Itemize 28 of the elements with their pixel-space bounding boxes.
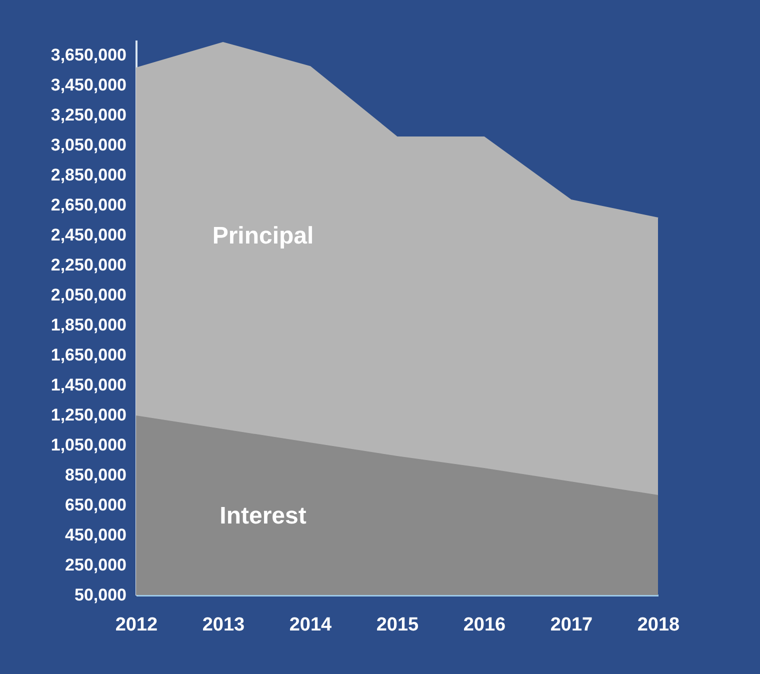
y-tick-label: 450,000: [65, 526, 126, 544]
y-tick-label: 1,450,000: [50, 376, 126, 394]
y-tick-label: 2,450,000: [50, 226, 126, 244]
y-tick-label: 2,850,000: [50, 166, 126, 184]
y-tick-label: 650,000: [65, 496, 126, 514]
series-label: Principal: [212, 222, 314, 250]
x-tick-label: 2018: [637, 614, 680, 636]
y-tick-label: 3,250,000: [50, 106, 126, 124]
y-tick-label: 1,050,000: [50, 436, 126, 454]
y-tick-label: 250,000: [65, 556, 126, 574]
x-tick-label: 2016: [463, 614, 506, 636]
y-tick-label: 2,050,000: [50, 286, 126, 304]
y-tick-label: 1,850,000: [50, 316, 126, 334]
series-label: Interest: [220, 502, 306, 530]
y-tick-label: 3,050,000: [50, 136, 126, 154]
y-tick-label: 1,250,000: [50, 406, 126, 424]
y-tick-label: 3,650,000: [50, 46, 126, 64]
x-tick-label: 2014: [289, 614, 332, 636]
y-tick-label: 2,250,000: [50, 256, 126, 274]
y-tick-label: 850,000: [65, 466, 126, 484]
x-tick-label: 2015: [376, 614, 420, 636]
y-tick-label: 50,000: [74, 586, 126, 604]
x-tick-label: 2017: [550, 614, 593, 636]
x-tick-label: 2013: [202, 614, 245, 636]
y-tick-label: 3,450,000: [50, 76, 126, 94]
y-tick-label: 2,650,000: [50, 196, 126, 214]
x-tick-label: 2012: [115, 614, 158, 636]
y-tick-label: 1,650,000: [50, 346, 126, 364]
